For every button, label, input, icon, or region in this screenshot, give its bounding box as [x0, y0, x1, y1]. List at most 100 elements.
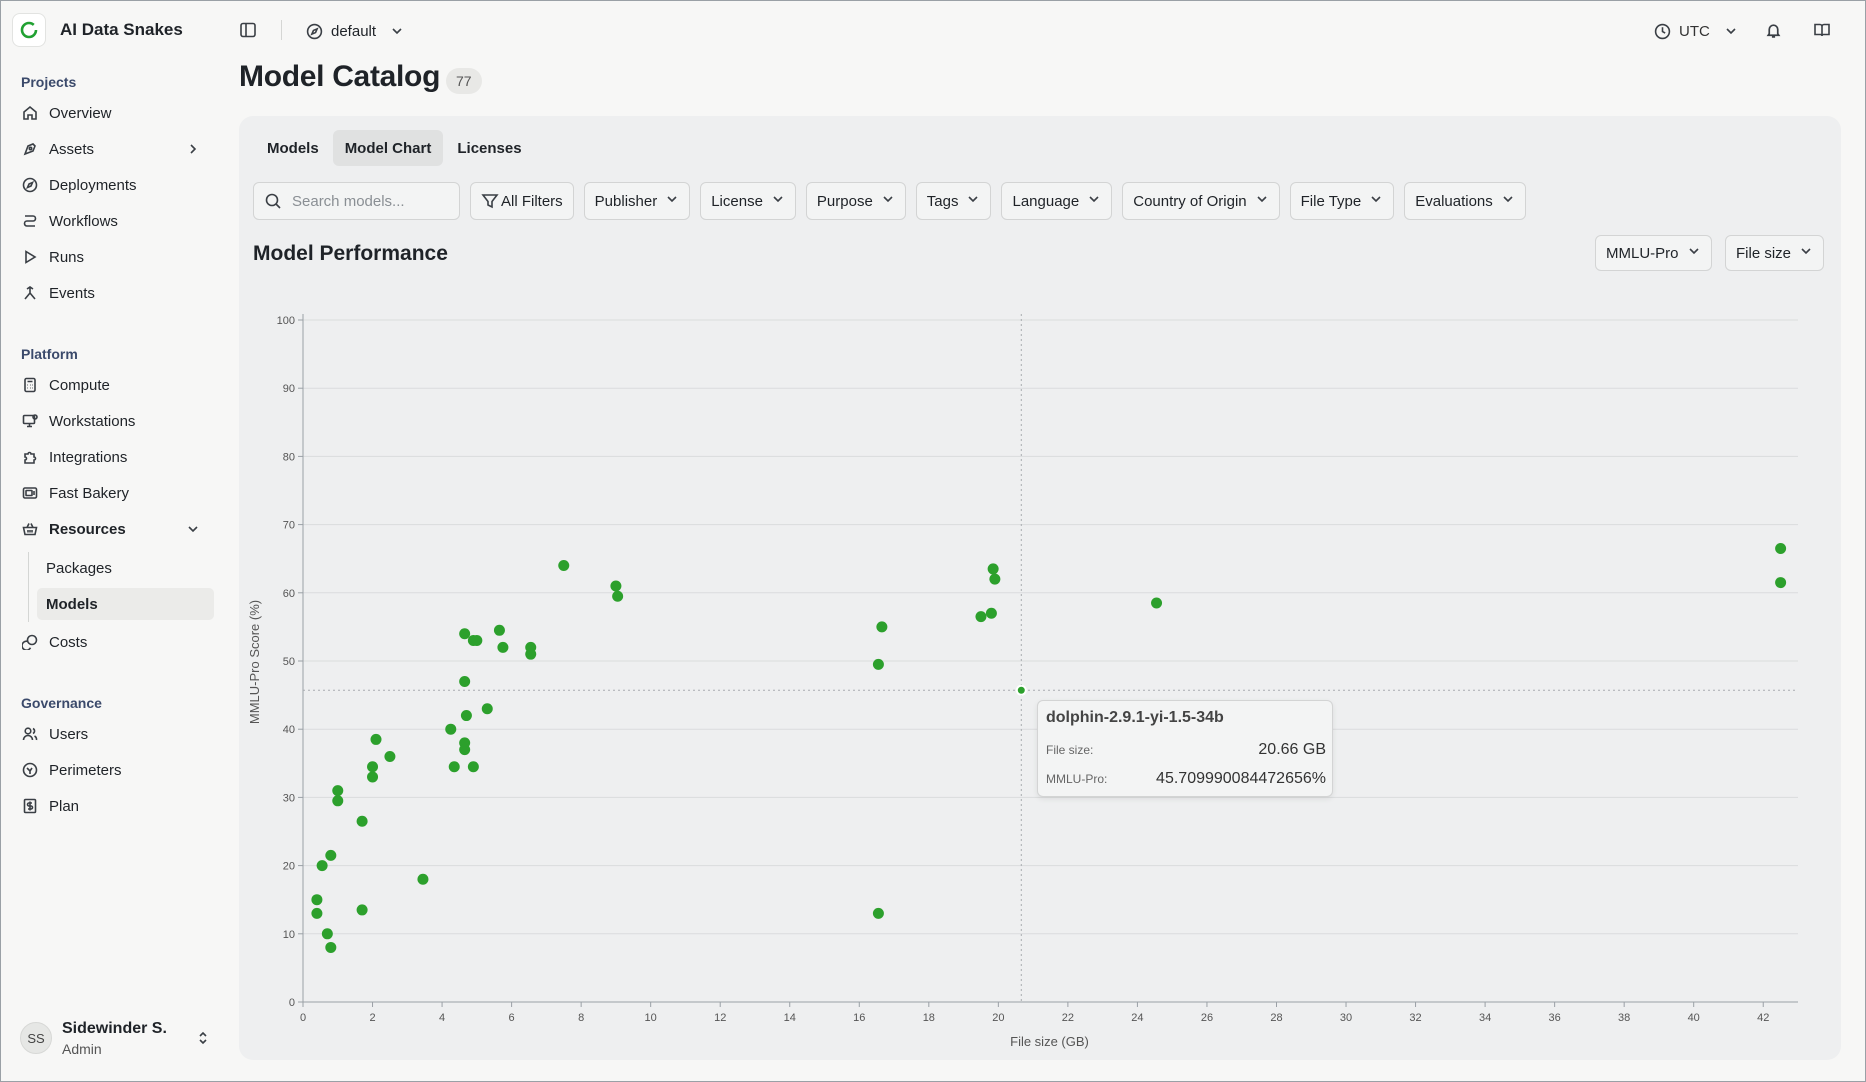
sidebar-item-runs[interactable]: Runs [16, 242, 212, 272]
pen-tool-icon [21, 140, 39, 158]
y-tick-label: 90 [283, 383, 295, 395]
workflow-icon [21, 212, 39, 230]
data-point [612, 590, 624, 602]
docs-book-icon[interactable] [1812, 20, 1832, 40]
y-tick-label: 10 [283, 929, 295, 941]
brand[interactable]: AI Data Snakes [12, 12, 183, 48]
tab-model-chart[interactable]: Model Chart [332, 130, 444, 166]
data-point [876, 621, 888, 633]
sidebar-item-assets[interactable]: Assets [16, 134, 212, 164]
data-point [325, 941, 337, 953]
sidebar-subitem-packages[interactable]: Packages [46, 559, 112, 577]
purpose-filter[interactable]: Purpose [805, 182, 906, 220]
data-point [321, 928, 333, 940]
sidebar-item-costs[interactable]: Costs [16, 627, 212, 657]
metric-select-value: MMLU-Pro [1606, 244, 1679, 262]
sidebar-subitem-models[interactable]: Models [37, 588, 214, 620]
app-name: AI Data Snakes [60, 20, 183, 39]
data-point [459, 744, 471, 756]
chart-section-title: Model Performance [253, 242, 448, 265]
sidebar-item-events[interactable]: Events [16, 278, 212, 308]
bell-icon[interactable] [1763, 20, 1783, 40]
data-point [448, 761, 460, 773]
sidebar-item-label: Fast Bakery [49, 484, 130, 502]
sidebar-item-workflows[interactable]: Workflows [16, 206, 212, 236]
sidebar-toggle-icon[interactable] [238, 20, 258, 40]
x-tick-label: 0 [300, 1012, 306, 1024]
coins-icon [21, 633, 39, 651]
data-point [558, 560, 570, 572]
data-point [467, 761, 479, 773]
brand-logo-icon [12, 13, 46, 47]
data-point [987, 563, 999, 575]
search-box[interactable] [253, 182, 460, 220]
tooltip-model-name: dolphin-2.9.1-yi-1.5-34b [1046, 709, 1224, 726]
data-point [460, 710, 472, 722]
catalog-panel: Models Model Chart Licenses All Filters … [239, 116, 1841, 1060]
section-label-platform: Platform [21, 346, 78, 362]
events-icon [21, 284, 39, 302]
play-icon [21, 248, 39, 266]
x-tick-label: 26 [1201, 1012, 1213, 1024]
x-tick-label: 34 [1479, 1012, 1491, 1024]
data-point [1151, 597, 1163, 609]
country-of-origin-filter[interactable]: Country of Origin [1122, 182, 1280, 220]
data-point [525, 648, 537, 660]
sidebar-item-label: Events [49, 284, 95, 302]
chevron-down-icon [1687, 244, 1701, 262]
tab-licenses[interactable]: Licenses [457, 139, 522, 157]
sidebar-item-plan[interactable]: Plan [16, 791, 212, 821]
x-tick-label: 14 [784, 1012, 796, 1024]
sidebar-item-users[interactable]: Users [16, 719, 212, 749]
data-point [493, 624, 505, 636]
data-point [445, 723, 457, 735]
publisher-filter[interactable]: Publisher [583, 182, 691, 220]
data-point [370, 733, 382, 745]
puzzle-icon [21, 448, 39, 466]
calculator-icon [21, 376, 39, 394]
user-role: Admin [62, 1040, 102, 1057]
filter-label: File Type [1300, 192, 1362, 210]
data-point [1775, 577, 1787, 589]
timezone-value: UTC [1679, 22, 1710, 40]
sidebar-item-compute[interactable]: Compute [16, 370, 212, 400]
tooltip-label: File size: [1046, 743, 1094, 757]
timezone-selector[interactable]: UTC [1654, 18, 1738, 44]
data-point [316, 860, 328, 872]
all-filters-button[interactable]: All Filters [470, 182, 574, 220]
language-filter[interactable]: Language [1001, 182, 1113, 220]
sidebar-item-overview[interactable]: Overview [16, 98, 212, 128]
data-point [311, 894, 323, 906]
tags-filter[interactable]: Tags [915, 182, 992, 220]
search-input[interactable] [292, 192, 442, 210]
chevron-down-icon [1087, 192, 1101, 210]
sidebar-item-workstations[interactable]: Workstations [16, 406, 212, 436]
filter-label: Tags [926, 192, 959, 210]
sidebar-item-fast-bakery[interactable]: Fast Bakery [16, 478, 212, 508]
x-tick-label: 8 [578, 1012, 584, 1024]
sidebar-item-label: Assets [49, 140, 95, 158]
data-point [332, 795, 344, 807]
model-count-badge: 77 [446, 68, 482, 94]
x-axis-select[interactable]: File size [1725, 235, 1825, 271]
sidebar-item-perimeters[interactable]: Perimeters [16, 755, 212, 785]
package-icon [21, 484, 39, 502]
sidebar-item-deployments[interactable]: Deployments [16, 170, 212, 200]
sidebar-item-label: Workstations [49, 412, 136, 430]
evaluations-filter[interactable]: Evaluations [1404, 182, 1526, 220]
sidebar-item-resources[interactable]: Resources [16, 514, 212, 544]
chevron-down-icon [881, 192, 895, 210]
chevron-down-icon [1501, 192, 1515, 210]
chevrons-up-down-icon [196, 1030, 210, 1051]
tab-models[interactable]: Models [267, 139, 319, 157]
user-menu[interactable]: SS Sidewinder S. Admin [20, 1018, 210, 1058]
sidebar-item-integrations[interactable]: Integrations [16, 442, 212, 472]
metric-select[interactable]: MMLU-Pro [1595, 235, 1712, 271]
project-selector[interactable]: default [306, 18, 404, 44]
chevron-down-icon [1724, 24, 1738, 38]
license-filter[interactable]: License [700, 182, 796, 220]
section-label-projects: Projects [21, 74, 77, 90]
filter-label: Evaluations [1415, 192, 1493, 210]
file-type-filter[interactable]: File Type [1289, 182, 1395, 220]
data-point [989, 573, 1001, 585]
